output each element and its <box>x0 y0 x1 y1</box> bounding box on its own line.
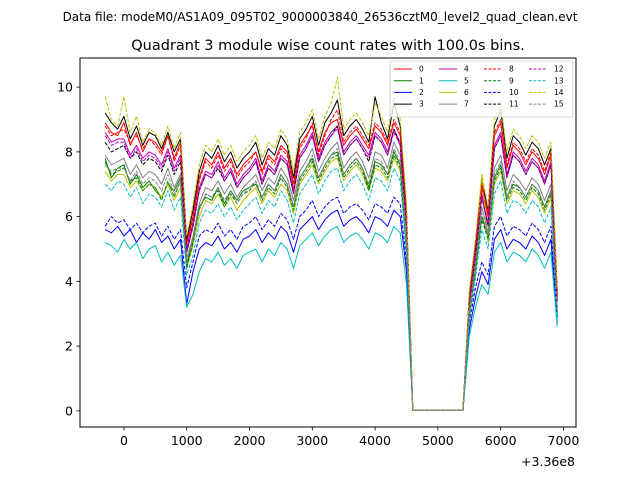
plot-frame <box>79 57 577 428</box>
series-line-9 <box>104 154 558 411</box>
series-line-8 <box>104 109 558 411</box>
series-line-4 <box>104 125 558 411</box>
legend-label-15: 15 <box>554 100 564 109</box>
legend-label-4: 4 <box>464 65 469 74</box>
x-tick-label: 5000 <box>422 433 454 448</box>
legend-label-11: 11 <box>509 100 519 109</box>
legend-label-3: 3 <box>419 100 424 109</box>
x-tick-label: 6000 <box>485 433 517 448</box>
y-tick-label: 10 <box>57 80 73 95</box>
legend-label-13: 13 <box>554 76 564 85</box>
y-tick-label: 8 <box>65 144 73 159</box>
legend-label-10: 10 <box>509 88 519 97</box>
series-line-14 <box>104 76 558 411</box>
legend-label-8: 8 <box>509 65 514 74</box>
y-tick-label: 0 <box>65 403 73 418</box>
legend-label-5: 5 <box>464 76 469 85</box>
x-offset-label: +3.36e8 <box>521 454 575 469</box>
legend-label-6: 6 <box>464 88 469 97</box>
series-line-10 <box>104 196 558 411</box>
series-line-12 <box>104 128 558 411</box>
series-line-5 <box>104 225 558 411</box>
legend-label-1: 1 <box>419 76 424 85</box>
y-tick-label: 2 <box>65 339 73 354</box>
x-tick-label: 2000 <box>234 433 266 448</box>
series-line-15 <box>104 148 558 411</box>
x-tick-label: 0 <box>120 433 128 448</box>
y-tick-label: 4 <box>65 274 73 289</box>
x-tick-label: 4000 <box>359 433 391 448</box>
x-tick-label: 7000 <box>548 433 580 448</box>
series-line-2 <box>104 209 558 411</box>
legend-label-12: 12 <box>554 65 564 74</box>
legend-label-9: 9 <box>509 76 514 85</box>
series-layer <box>104 76 558 411</box>
figure-suptitle: Data file: modeM0/AS1A09_095T02_90000038… <box>63 10 578 24</box>
chart-title: Quadrant 3 module wise count rates with … <box>131 38 525 54</box>
series-line-7 <box>104 141 558 411</box>
series-line-13 <box>104 167 558 411</box>
x-tick-label: 3000 <box>296 433 328 448</box>
legend-box <box>389 60 574 118</box>
y-tick-label: 6 <box>65 209 73 224</box>
x-tick-label: 1000 <box>171 433 203 448</box>
axis-layer: 0 1000 2000 3000 4000 5000 6000 7000 0 2 4 6 8 10 <box>57 80 579 448</box>
legend-label-14: 14 <box>554 88 564 97</box>
legend-label-7: 7 <box>464 100 469 109</box>
legend-label-2: 2 <box>419 88 424 97</box>
legend-label-0: 0 <box>419 65 424 74</box>
